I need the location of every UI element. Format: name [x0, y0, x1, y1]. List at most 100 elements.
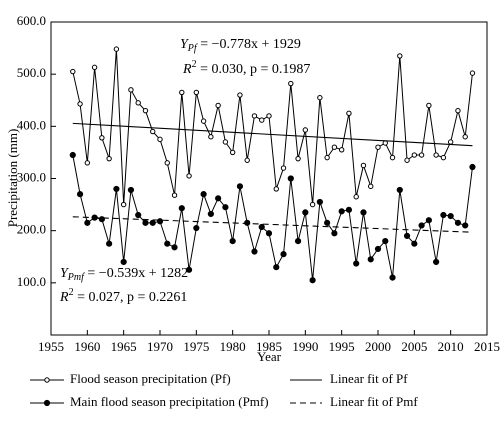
data-point: [186, 173, 192, 179]
data-point: [382, 140, 388, 146]
eq-rest: = −0.778x + 1929: [197, 37, 301, 52]
data-point: [353, 260, 360, 267]
data-point: [345, 206, 353, 213]
data-point: [294, 238, 302, 245]
data-point: [251, 248, 258, 255]
data-point: [76, 191, 84, 198]
data-point: [447, 139, 454, 145]
data-point: [178, 205, 185, 212]
data-point: [164, 240, 171, 247]
data-point: [288, 80, 294, 87]
x-tick-label: 1975: [183, 339, 209, 354]
x-tick-label: 1990: [292, 339, 318, 354]
y-tick-label: 400.0: [17, 117, 46, 132]
data-point: [106, 155, 112, 162]
data-point: [215, 102, 221, 109]
data-point: [273, 264, 280, 271]
data-point: [309, 201, 316, 208]
stats-sup: 2: [192, 59, 197, 70]
data-point: [433, 258, 440, 266]
legend-label: Flood season precipitation (Pf): [70, 371, 231, 386]
legend-label: Main flood season precipitation (Pmf): [70, 394, 269, 409]
data-point: [179, 89, 185, 96]
series-line: [72, 154, 473, 281]
data-point: [374, 245, 382, 253]
x-tick-label: 1995: [329, 339, 355, 354]
data-point: [280, 165, 287, 171]
data-point: [273, 186, 279, 192]
equation: YPf = −0.778x + 1929: [180, 37, 301, 54]
data-point: [316, 198, 323, 206]
data-point: [302, 127, 309, 133]
data-point: [389, 154, 396, 161]
eq-var: Y: [180, 37, 190, 52]
x-tick-label: 1985: [256, 339, 282, 354]
data-point: [455, 107, 461, 114]
data-point: [411, 152, 418, 158]
data-point: [403, 232, 411, 239]
data-point: [433, 152, 439, 158]
trend-line: [72, 122, 473, 147]
data-point: [462, 222, 469, 229]
data-point: [469, 163, 476, 171]
data-point: [259, 117, 265, 123]
data-point: [77, 101, 83, 107]
y-tick-label: 200.0: [17, 222, 46, 237]
equation: YPmf = −0.539x + 1282: [60, 266, 188, 283]
data-point: [368, 183, 374, 190]
data-point: [127, 186, 135, 194]
data-point: [317, 94, 323, 101]
data-point: [295, 155, 301, 162]
y-tick-label: 500.0: [17, 65, 46, 80]
data-point: [200, 191, 207, 198]
data-point: [360, 209, 367, 216]
data-point: [454, 219, 462, 226]
data-point: [157, 136, 163, 143]
eq-sub: Pmf: [67, 272, 85, 283]
data-point: [280, 251, 287, 258]
x-tick-label: 1980: [220, 339, 246, 354]
data-point: [207, 210, 214, 218]
data-point: [411, 240, 418, 247]
x-tick-label: 2005: [401, 339, 427, 354]
data-point: [396, 186, 403, 194]
data-point: [200, 118, 207, 124]
legend-marker: [44, 377, 50, 383]
y-tick-label: 300.0: [17, 169, 46, 184]
data-point: [331, 144, 338, 150]
data-point: [426, 102, 432, 109]
data-point: [244, 219, 251, 226]
data-point: [128, 87, 134, 93]
data-point: [91, 64, 98, 71]
data-point: [222, 139, 229, 145]
data-point: [338, 147, 345, 153]
data-point: [236, 183, 244, 190]
eq-var: Y: [60, 266, 70, 281]
stats-sup: 2: [69, 287, 74, 298]
data-point: [149, 219, 156, 226]
data-point: [222, 204, 229, 211]
data-point: [150, 128, 156, 135]
data-point: [156, 218, 164, 225]
data-point: [164, 160, 170, 166]
x-tick-label: 1955: [38, 339, 64, 354]
data-point: [120, 201, 127, 208]
data-point: [353, 194, 359, 200]
eq-rest: = −0.539x + 1282: [84, 266, 188, 281]
data-point: [135, 211, 142, 219]
data-point: [397, 53, 403, 59]
data-point: [338, 208, 345, 215]
data-point: [440, 211, 447, 219]
data-point: [244, 157, 250, 163]
data-point: [360, 162, 367, 169]
data-point: [142, 219, 149, 226]
data-point: [120, 258, 127, 266]
x-tick-label: 2010: [438, 339, 464, 354]
data-point: [84, 160, 91, 166]
legend-marker: [43, 399, 51, 407]
data-point: [418, 152, 425, 158]
data-point: [382, 238, 389, 245]
data-point: [193, 89, 200, 96]
data-point: [70, 68, 76, 75]
